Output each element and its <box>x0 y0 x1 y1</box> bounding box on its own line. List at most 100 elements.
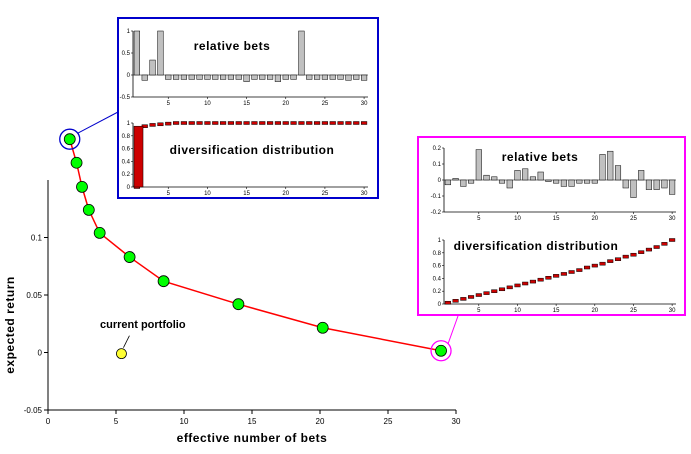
frontier-line <box>69 138 442 352</box>
inset-y-tick-label: 0.6 <box>122 147 131 153</box>
relative-bet-bar <box>591 179 598 184</box>
diversification-marker <box>483 291 490 295</box>
inset-y-tick-label: 0.8 <box>122 134 131 140</box>
relative-bet-bar <box>444 179 451 186</box>
relative-bet-bar <box>584 179 591 184</box>
frontier-point <box>93 226 106 239</box>
relative-bet-bar <box>483 174 490 181</box>
diversification-marker <box>220 121 227 125</box>
relative-bet-bar <box>622 179 629 189</box>
diversification-marker <box>227 121 234 125</box>
y-axis-label: expected return <box>3 276 17 374</box>
relative-bet-bar <box>157 30 164 76</box>
inset-x-tick-label: 15 <box>243 191 250 197</box>
x-tick-label: 20 <box>316 417 325 426</box>
inset-y-tick-label: 0 <box>438 302 442 308</box>
inset-title: diversification distribution <box>454 239 619 253</box>
diversification-marker <box>622 254 629 259</box>
current-portfolio-pointer <box>123 335 130 348</box>
diversification-marker <box>337 121 344 125</box>
inset-y-tick-label: 1 <box>127 121 131 127</box>
diversification-marker <box>514 283 521 288</box>
leader-lines <box>77 111 459 344</box>
diversification-marker <box>452 299 459 303</box>
inset-x-tick-label: 30 <box>361 191 368 197</box>
highlight-circle-first <box>59 128 81 150</box>
diversification-marker <box>345 121 352 125</box>
relative-bet-bar <box>337 74 344 80</box>
relative-bet-bar <box>645 179 652 190</box>
y-tick-label: 0.05 <box>26 291 42 300</box>
inset-x-tick-label: 30 <box>669 216 676 222</box>
relative-bet-bar <box>638 170 645 181</box>
frontier-point <box>63 133 76 146</box>
x-tick-label: 30 <box>452 417 461 426</box>
inset-y-tick-label: -0.1 <box>431 194 442 200</box>
relative-bet-bar <box>345 74 352 81</box>
frontier-point <box>76 180 88 193</box>
diversification-marker <box>498 287 506 292</box>
relative-bet-bar <box>460 179 467 187</box>
relative-bet-bar <box>506 179 513 189</box>
current-portfolio-point <box>116 348 127 360</box>
diversification-marker <box>353 121 360 125</box>
inset-y-tick-label: 0.6 <box>433 264 442 270</box>
inset-right-frame <box>417 136 686 316</box>
inset-y-tick-label: 1 <box>127 29 131 35</box>
y-tick-label: 0.1 <box>31 234 43 243</box>
relative-bet-bar <box>553 179 560 184</box>
relative-bet-bar <box>188 74 195 80</box>
diversification-marker <box>460 297 467 301</box>
diversification-marker <box>267 121 274 125</box>
diversification-marker <box>529 279 536 284</box>
relative-bet-bar <box>491 176 498 181</box>
inset-x-tick-label: 20 <box>282 191 289 197</box>
inset-x-tick-label: 10 <box>514 308 521 314</box>
diversification-marker <box>591 263 598 268</box>
inset-x-tick-label: 15 <box>553 216 560 222</box>
x-tick-label: 25 <box>384 417 393 426</box>
relative-bet-bar <box>522 168 529 181</box>
diversification-marker <box>298 121 305 125</box>
diversification-marker <box>282 121 289 125</box>
inset-x-tick-label: 15 <box>243 101 250 107</box>
diversification-marker <box>475 293 482 297</box>
relative-bet-bar <box>204 74 211 80</box>
diversification-marker <box>614 257 622 261</box>
diversification-marker <box>630 252 637 257</box>
relative-bet-bar <box>361 74 368 81</box>
relative-bet-bar <box>235 74 242 80</box>
inset-x-tick-label: 20 <box>591 216 598 222</box>
frontier-point <box>316 321 329 334</box>
inset-x-tick-label: 10 <box>204 101 211 107</box>
relative-bet-bar <box>329 74 336 80</box>
diversification-marker <box>576 268 583 272</box>
relative-bet-bar <box>282 74 289 80</box>
relative-bet-bar <box>274 74 281 82</box>
diversification-marker <box>157 122 164 127</box>
inset-y-tick-label: 0.8 <box>433 251 442 257</box>
inset-x-tick-label: 5 <box>167 191 171 197</box>
inset-x-tick-label: 25 <box>322 191 329 197</box>
diversification-marker <box>653 245 660 249</box>
diversification-marker <box>165 121 172 126</box>
relative-bet-bar <box>321 74 328 80</box>
relative-bet-bar <box>180 74 187 80</box>
relative-bet-bar <box>537 171 544 181</box>
inset-x-tick-label: 30 <box>361 101 368 107</box>
relative-bet-bar <box>452 178 459 181</box>
relative-bet-bar <box>220 74 227 80</box>
inset-y-tick-label: 0.2 <box>433 289 442 295</box>
inset-subplot: 1 0.5 0 -0.5 5 10 15 20 25 30 relative bets <box>120 29 368 107</box>
relative-bet-bar <box>498 179 506 184</box>
relative-bet-bar <box>576 179 583 184</box>
frontier-point <box>157 275 170 288</box>
relative-bet-bar <box>568 179 575 187</box>
inset-y-tick-label: 0.1 <box>433 162 442 168</box>
relative-bet-bar <box>661 179 668 189</box>
diversification-marker <box>173 121 180 125</box>
relative-bet-bar <box>149 59 156 76</box>
inset-y-tick-label: 0.2 <box>433 146 442 152</box>
